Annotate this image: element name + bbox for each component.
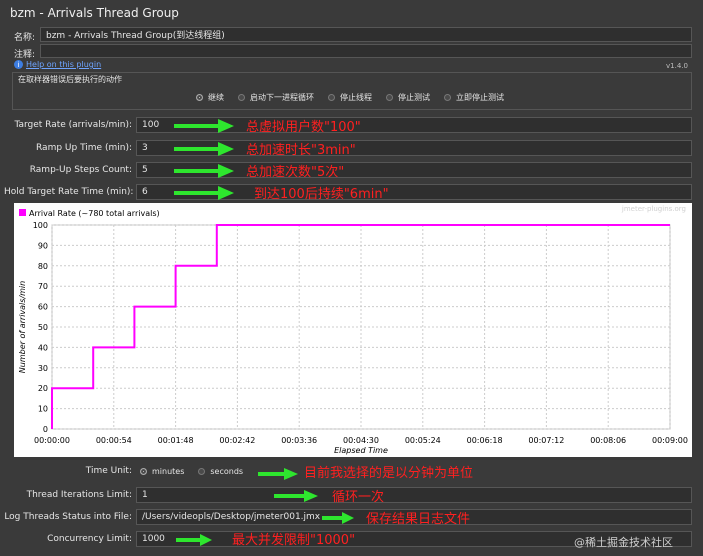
arrival-rate-chart-svg: Arrival Rate (~780 total arrivals) jmete… [18, 205, 688, 455]
sampler-error-title: 在取样器错误后要执行的动作 [18, 75, 122, 84]
concurrency-input[interactable]: 1000 [136, 531, 692, 547]
chart-legend: Arrival Rate (~780 total arrivals) [29, 209, 160, 218]
y-tick-label: 100 [33, 221, 48, 230]
y-tick-label: 20 [38, 384, 48, 393]
radio-start-next-loop[interactable]: 启动下一进程循环 [238, 92, 314, 103]
ramp-up-time-input[interactable]: 3 [136, 140, 692, 156]
iterations-input[interactable]: 1 [136, 487, 692, 503]
time-unit-label: Time Unit: [85, 466, 132, 476]
site-watermark: @稀土掘金技术社区 [574, 536, 673, 549]
chart-watermark: jmeter-plugins.org [621, 205, 686, 213]
arrival-rate-chart: Arrival Rate (~780 total arrivals) jmete… [14, 203, 692, 457]
y-tick-label: 40 [38, 343, 48, 352]
help-link[interactable]: Help on this plugin [26, 60, 102, 69]
radio-minutes[interactable]: minutes [140, 467, 184, 476]
radio-continue[interactable]: 继续 [196, 92, 224, 103]
annotation-iterations: 循环一次 [332, 490, 385, 505]
y-axis-label: Number of arrivals/min [18, 281, 27, 373]
x-tick-label: 00:01:48 [158, 436, 194, 445]
radio-dot-icon [328, 94, 335, 101]
log-threads-label: Log Threads Status into File: [4, 512, 132, 522]
arrow-right-icon [322, 512, 354, 524]
arrow-right-icon [174, 164, 234, 178]
y-tick-label: 90 [38, 241, 48, 250]
arrow-right-icon [174, 142, 234, 156]
radio-dot-icon [386, 94, 393, 101]
y-tick-label: 30 [38, 364, 48, 373]
y-tick-label: 50 [38, 323, 48, 332]
window-title: bzm - Arrivals Thread Group [10, 6, 179, 20]
chart-grid [51, 224, 671, 430]
annotation-hold-time: 到达100后持续"6min" [254, 187, 389, 202]
x-tick-label: 00:00:00 [34, 436, 70, 445]
radio-dot-icon [140, 468, 147, 475]
log-threads-input[interactable]: /Users/videopls/Desktop/jmeter001.jmx [136, 509, 692, 525]
radio-dot-icon [198, 468, 206, 475]
radio-dot-icon [196, 94, 203, 101]
annotation-time-unit: 目前我选择的是以分钟为单位 [304, 466, 474, 481]
comment-label: 注释: [14, 50, 36, 60]
x-axis-label: Elapsed Time [334, 446, 388, 455]
y-tick-label: 0 [43, 425, 48, 434]
ramp-up-steps-label: Ramp-Up Steps Count: [29, 165, 132, 175]
arrow-right-icon [174, 186, 234, 200]
y-tick-label: 70 [38, 282, 48, 291]
radio-stop-test-now[interactable]: 立即停止测试 [444, 92, 504, 103]
x-tick-label: 00:06:18 [467, 436, 503, 445]
help-link-row: i Help on this plugin [14, 60, 101, 69]
annotation-concurrency: 最大并发限制"1000" [232, 533, 356, 548]
arrival-rate-series-line [51, 224, 670, 429]
iterations-label: Thread Iterations Limit: [26, 490, 132, 500]
name-input[interactable]: bzm - Arrivals Thread Group(到达线程组) [40, 27, 692, 42]
target-rate-label: Target Rate (arrivals/min): [14, 120, 132, 130]
time-unit-options: minutes seconds [140, 467, 257, 476]
arrow-right-icon [174, 119, 234, 133]
y-tick-label: 80 [38, 262, 48, 271]
x-tick-label: 00:09:00 [652, 436, 688, 445]
annotation-log-threads: 保存结果日志文件 [366, 512, 471, 527]
annotation-target-rate: 总虚拟用户数"100" [246, 120, 361, 135]
annotation-ramp-up-time: 总加速时长"3min" [246, 143, 356, 158]
concurrency-label: Concurrency Limit: [47, 534, 132, 544]
hold-time-input[interactable]: 6 [136, 184, 692, 200]
annotation-ramp-up-steps: 总加速次数"5次" [246, 165, 345, 180]
name-label: 名称: [14, 33, 36, 43]
legend-swatch [19, 209, 26, 216]
chart-series [51, 224, 670, 429]
chart-ticks: 0 10 20 30 40 50 60 70 80 90 100 00:00:00 00:00:54 00… [33, 221, 688, 445]
x-tick-label: 00:05:24 [405, 436, 441, 445]
x-tick-label: 00:02:42 [219, 436, 255, 445]
radio-stop-thread[interactable]: 停止线程 [328, 92, 372, 103]
comment-input[interactable] [40, 44, 692, 58]
x-tick-label: 00:04:30 [343, 436, 379, 445]
radio-dot-icon [444, 94, 451, 101]
target-rate-input[interactable]: 100 [136, 117, 692, 133]
y-tick-label: 10 [38, 405, 48, 414]
sampler-error-panel [12, 72, 692, 110]
version-label: v1.4.0 [666, 62, 688, 70]
x-tick-label: 00:00:54 [96, 436, 132, 445]
radio-stop-test[interactable]: 停止测试 [386, 92, 430, 103]
radio-dot-icon [238, 94, 245, 101]
arrow-right-icon [176, 534, 212, 546]
arrow-right-icon [258, 468, 298, 480]
info-icon: i [14, 60, 23, 69]
ramp-up-steps-input[interactable]: 5 [136, 162, 692, 178]
arrow-right-icon [274, 490, 318, 502]
y-tick-label: 60 [38, 303, 48, 312]
x-tick-label: 00:08:06 [590, 436, 626, 445]
x-tick-label: 00:07:12 [528, 436, 564, 445]
x-tick-label: 00:03:36 [281, 436, 317, 445]
radio-seconds[interactable]: seconds [198, 467, 243, 476]
ramp-up-time-label: Ramp Up Time (min): [36, 143, 132, 153]
sampler-error-options: 继续 启动下一进程循环 停止线程 停止测试 立即停止测试 [196, 92, 518, 103]
hold-time-label: Hold Target Rate Time (min): [4, 187, 134, 197]
